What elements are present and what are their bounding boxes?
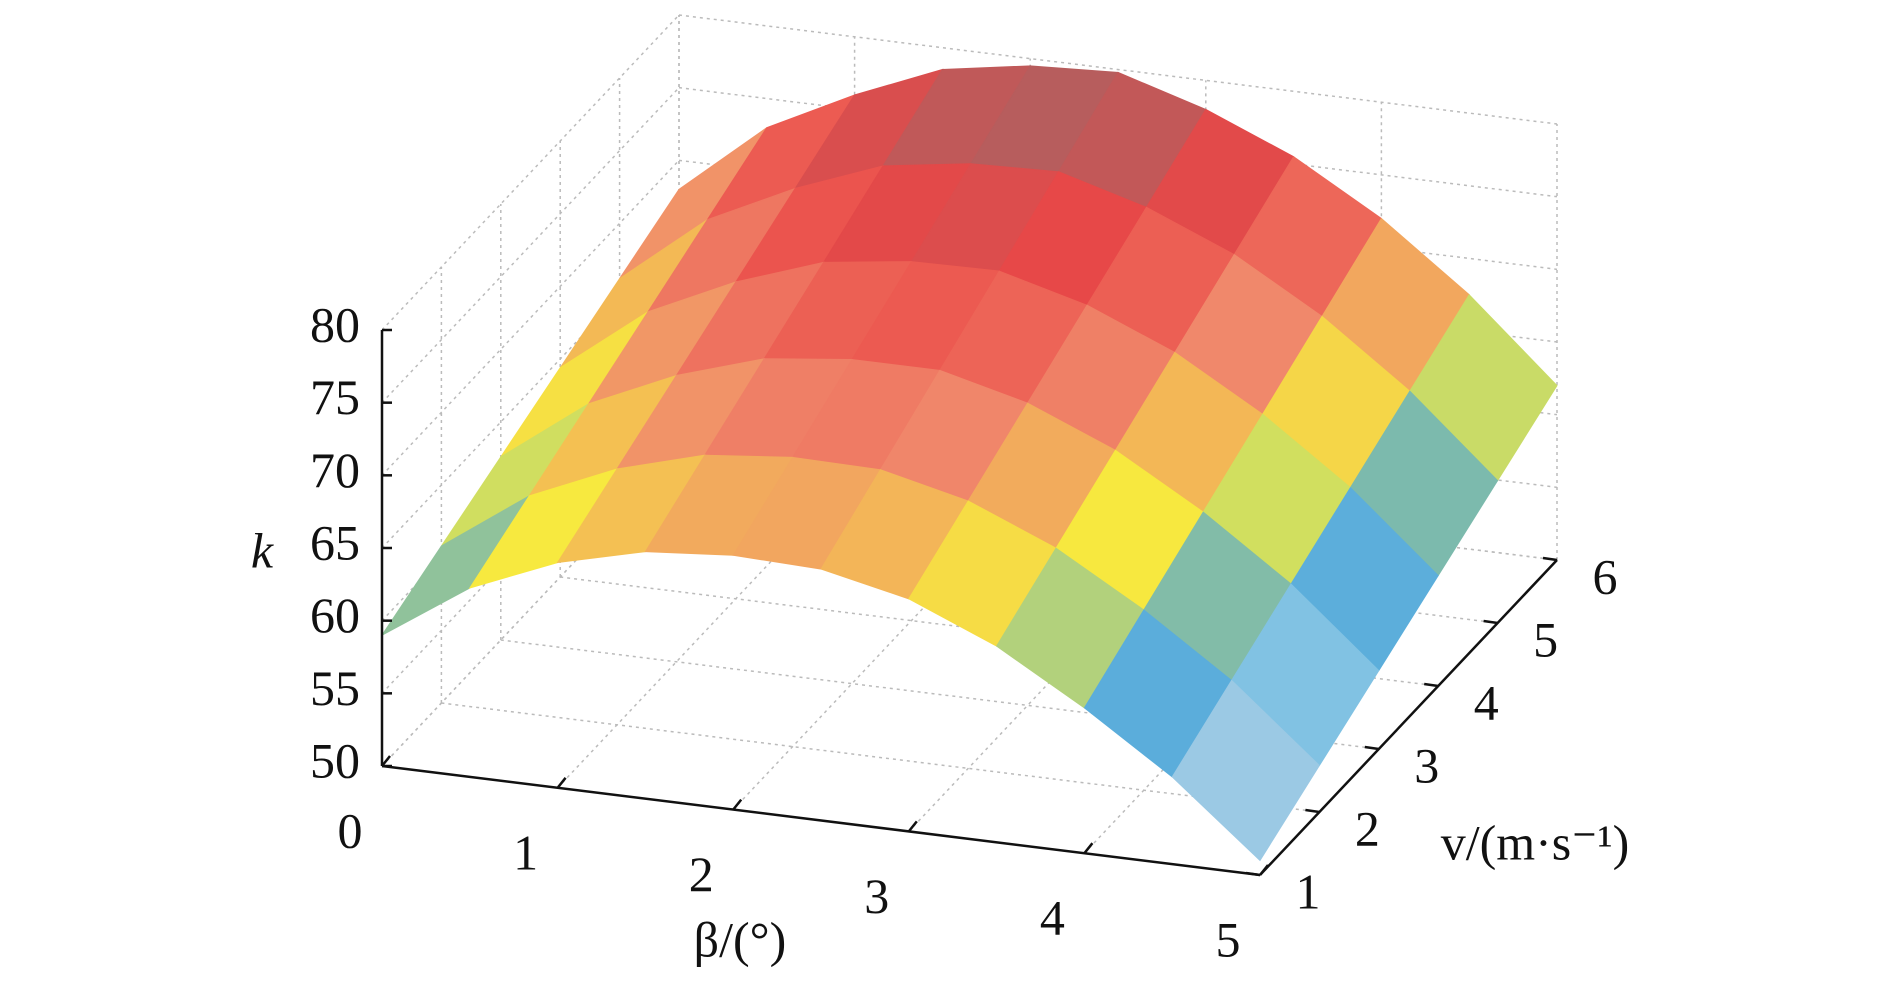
tick-mark	[1483, 619, 1498, 625]
x-tick-label: 3	[864, 868, 889, 924]
tick-mark	[1259, 864, 1269, 876]
grid-line	[441, 702, 1320, 813]
x-axis	[381, 764, 1261, 877]
z-tick-label: 70	[310, 442, 360, 498]
z-tick-label: 55	[310, 660, 360, 716]
grid-line	[732, 494, 1031, 811]
z-tick-label: 75	[310, 369, 360, 425]
grid-line	[381, 87, 680, 404]
tick-mark	[1083, 842, 1094, 854]
tick-mark	[1245, 871, 1261, 877]
x-tick-label: 1	[513, 824, 538, 880]
tick-mark	[1305, 808, 1320, 814]
x-tick-label: 0	[338, 802, 363, 858]
grid-line	[381, 450, 680, 767]
x-axis-label: β/(°)	[694, 911, 787, 967]
y-tick-label: 4	[1474, 674, 1499, 730]
tick-mark	[381, 755, 391, 767]
y-tick-label: 5	[1533, 611, 1558, 667]
tick-mark	[1424, 682, 1439, 688]
surface-cell	[1171, 679, 1321, 862]
grid-line	[381, 159, 680, 476]
tick-mark	[732, 798, 743, 811]
z-tick-label: 65	[310, 514, 360, 570]
y-axis	[1259, 559, 1558, 876]
grid-line	[381, 377, 680, 694]
z-tick-label: 80	[310, 296, 360, 352]
y-tick-label: 6	[1593, 548, 1618, 604]
grid-line	[557, 472, 856, 789]
grid-line	[381, 232, 680, 549]
z-axis-label: k	[251, 522, 274, 578]
tick-mark	[907, 820, 918, 833]
tick-mark	[556, 777, 567, 789]
x-tick-label: 5	[1216, 911, 1241, 967]
grid-line	[381, 14, 680, 331]
grid-line	[678, 14, 1558, 125]
z-tick-label: 50	[310, 732, 360, 788]
x-tick-label: 2	[689, 846, 714, 902]
y-axis-label: v/(m·s⁻¹)	[1441, 814, 1630, 870]
x-tick-label: 4	[1040, 890, 1065, 946]
z-tick-label: 60	[310, 587, 360, 643]
y-tick-label: 2	[1355, 800, 1380, 856]
grid-line	[908, 515, 1207, 832]
tick-mark	[1364, 745, 1379, 751]
grid-line	[1083, 537, 1382, 854]
tick-mark	[1542, 556, 1558, 562]
y-tick-label: 3	[1414, 737, 1439, 793]
y-tick-label: 1	[1296, 863, 1321, 919]
